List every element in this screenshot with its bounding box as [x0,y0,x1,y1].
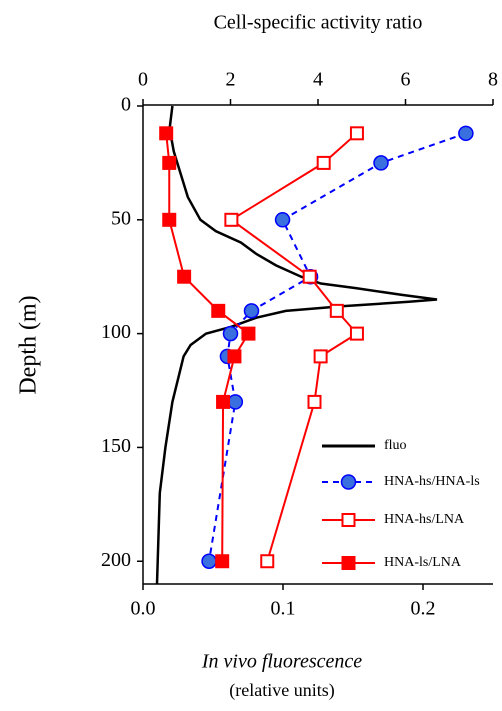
y-tick-label: 100 [101,321,131,343]
y-tick-label: 200 [101,549,131,571]
data-point [211,303,226,318]
data-point [313,349,328,364]
data-point [215,554,230,569]
series-line [155,105,438,585]
series-line [229,132,359,562]
y-tick-label: 50 [111,207,131,229]
data-point [260,554,275,569]
data-point [222,325,239,342]
x2-tick-label: 6 [401,69,411,91]
data-point [373,155,389,171]
data-point [316,155,331,170]
data-point [349,326,364,341]
data-point [224,212,239,227]
x2-tick-label: 8 [488,69,498,91]
x2-tick-label: 4 [313,69,323,91]
data-point [201,553,217,569]
series-line [165,133,250,562]
data-point [329,303,344,318]
data-point [216,394,231,409]
x-tick-label: 0.0 [131,598,156,620]
x2-tick-label: 0 [138,69,148,91]
data-point [241,326,256,341]
data-point [227,349,242,364]
data-point [302,269,317,284]
y-tick-label: 150 [101,435,131,457]
data-point [177,269,192,284]
x-axis-title: In vivo fluorescence [201,651,362,673]
legend-label: HNA-hs/HNA-ls [384,474,480,489]
data-point [162,212,177,227]
data-point [243,303,260,319]
y-tick-label: 0 [121,94,131,116]
legend-label: HNA-ls/LNA [384,555,462,570]
x-tick-label: 0.2 [411,598,436,620]
x2-tick-label: 2 [226,69,236,91]
legend-marker [340,474,357,490]
legend-marker [341,513,356,527]
top-axis-title: Cell-specific activity ratio [214,12,423,34]
legend-marker [341,556,356,570]
legend-label: fluo [384,438,407,453]
data-point [274,212,291,228]
x-axis-units: (relative units) [229,680,334,701]
series-line [208,132,467,562]
data-point [458,125,474,142]
data-point [227,394,244,410]
legend-label: HNA-hs/LNA [384,512,465,527]
data-point [162,155,177,170]
x-tick-label: 0.1 [271,598,296,620]
data-point [159,126,174,141]
data-point [349,126,364,141]
y-axis-title: Depth (m) [16,295,42,394]
data-point [307,394,322,409]
